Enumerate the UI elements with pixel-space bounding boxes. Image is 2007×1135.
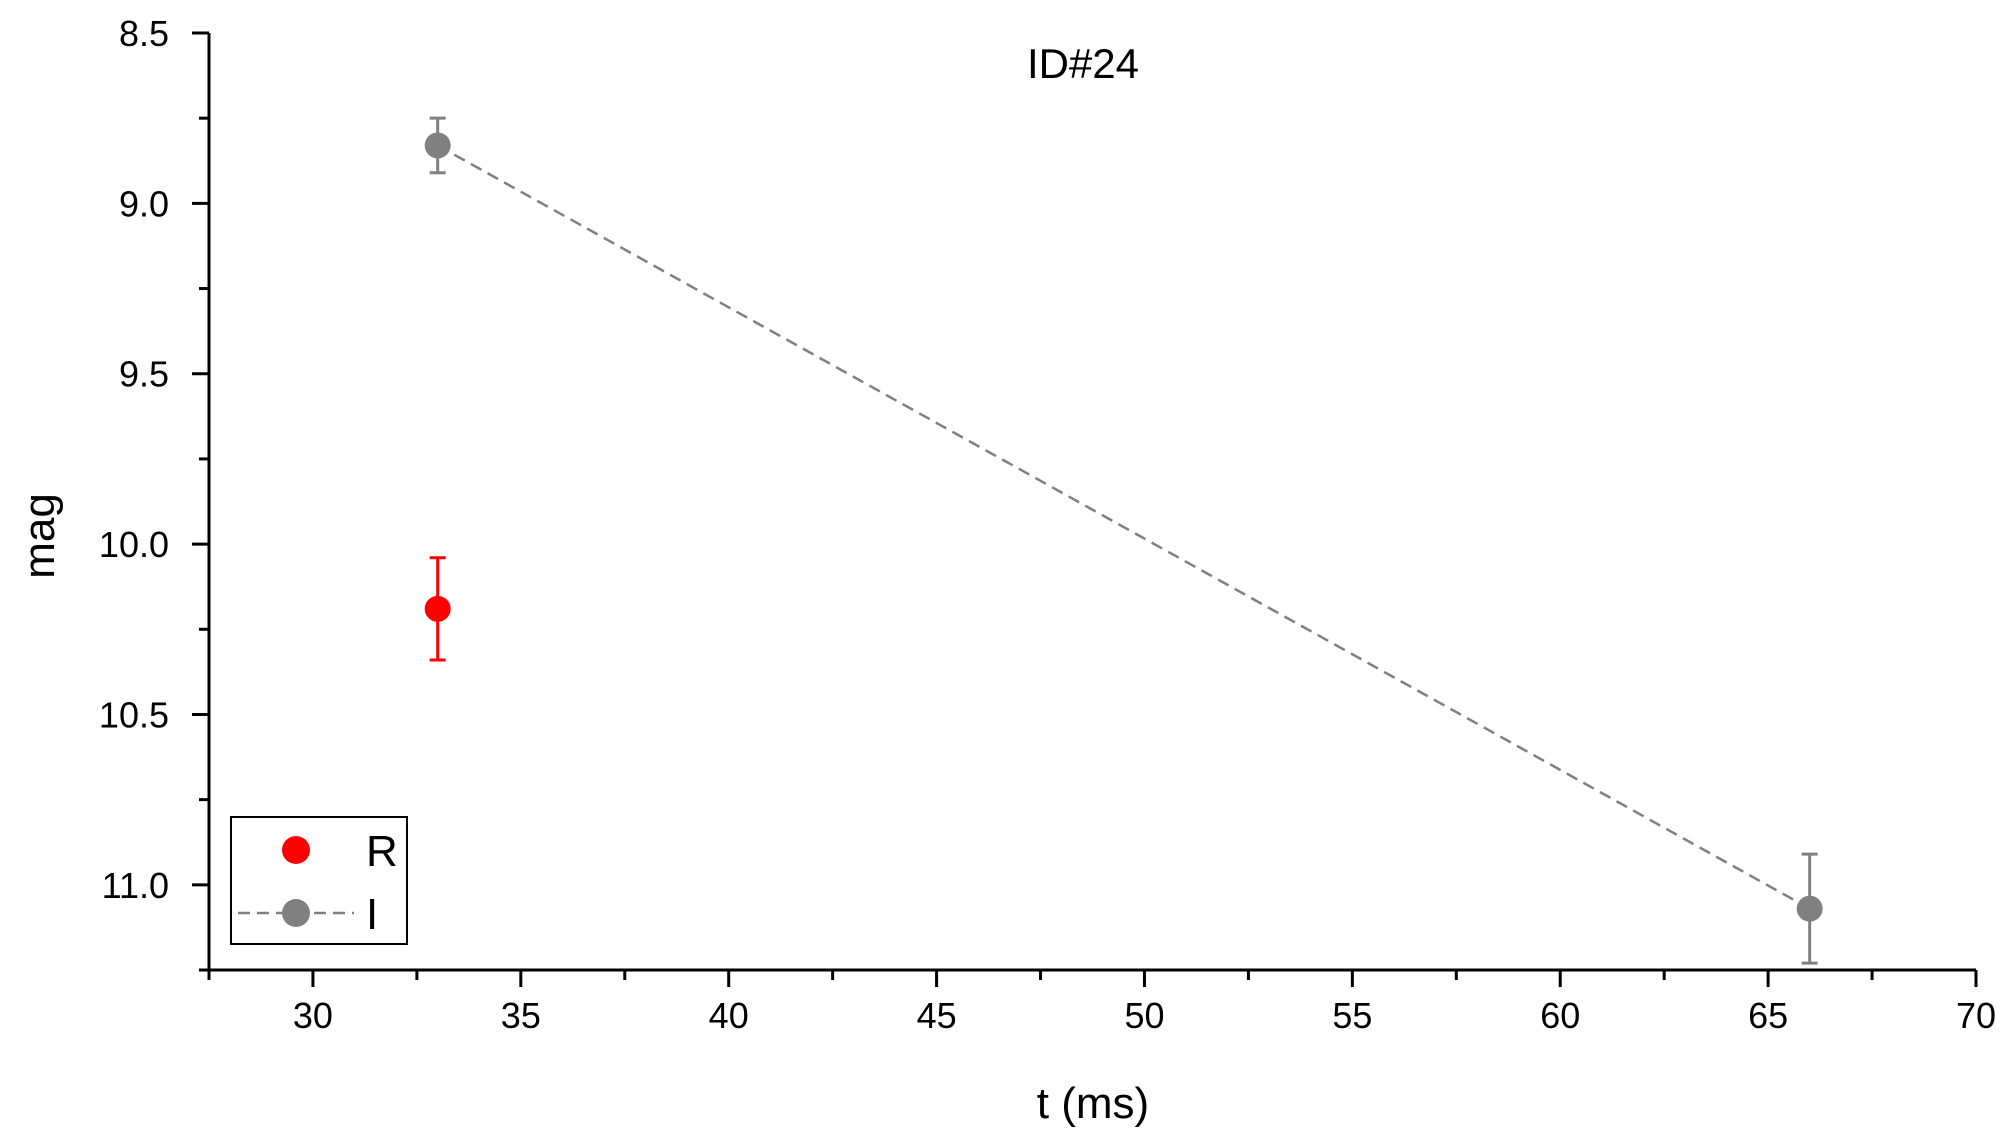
plot-frame [207, 33, 1976, 972]
y-tick-label: 9.5 [119, 354, 169, 395]
data-point-i [424, 132, 451, 159]
x-tick-label: 50 [1124, 995, 1164, 1036]
series-i [424, 116, 1823, 965]
x-tick-label: 35 [501, 995, 541, 1036]
y-axis-label: mag [15, 493, 64, 579]
y-tick-label: 11.0 [102, 865, 169, 906]
series-layer [424, 116, 1823, 965]
x-axis-label: t (ms) [1037, 1079, 1149, 1128]
x-tick-label: 60 [1540, 995, 1580, 1036]
y-axis-ticks: 8.5 9.0 9.5 10.0 10.5 11.0 [99, 13, 209, 972]
legend-label-r: R [366, 827, 398, 876]
series-r [424, 556, 451, 662]
x-tick-label: 65 [1748, 995, 1788, 1036]
x-tick-label: 45 [917, 995, 957, 1036]
x-tick-label: 55 [1332, 995, 1372, 1036]
x-axis-ticks: 30 35 40 45 50 55 60 65 70 [207, 970, 1996, 1036]
chart-title: ID#24 [1027, 40, 1139, 87]
data-point-i [1796, 895, 1823, 922]
legend-marker-i [282, 899, 310, 927]
y-tick-label: 9.0 [119, 183, 169, 224]
legend-box [230, 816, 408, 945]
y-tick-label: 10.5 [99, 694, 169, 735]
data-point-r [424, 595, 451, 622]
series-i-line [437, 144, 1811, 910]
x-tick-label: 40 [709, 995, 749, 1036]
x-tick-label: 30 [293, 995, 333, 1036]
y-tick-label: 8.5 [119, 13, 169, 54]
x-tick-label: 70 [1956, 995, 1996, 1036]
y-tick-label: 10.0 [99, 524, 169, 565]
legend: R I [230, 816, 408, 945]
legend-label-i: I [366, 890, 378, 939]
legend-marker-r [282, 836, 310, 864]
